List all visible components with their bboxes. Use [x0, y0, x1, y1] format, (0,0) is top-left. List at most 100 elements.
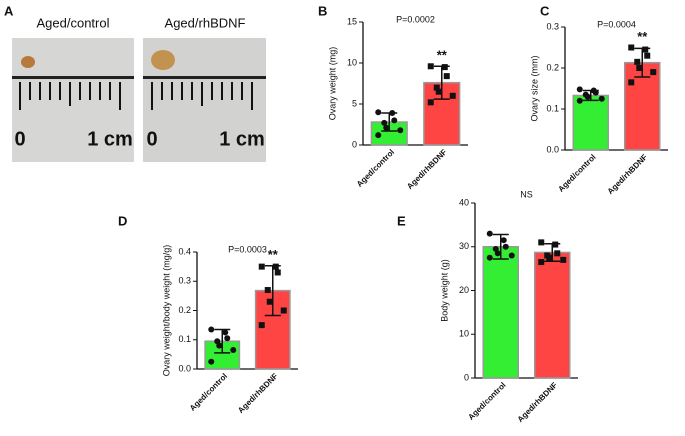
data-point	[486, 230, 493, 237]
y-tick-label: 0.0	[546, 144, 559, 154]
data-point	[266, 298, 273, 305]
y-tick-label: 20	[459, 285, 469, 295]
ruler-label: 1 cm	[219, 128, 265, 150]
data-point	[636, 65, 643, 71]
error-bar	[214, 328, 231, 354]
y-axis-label: Ovary size (mm)	[529, 56, 539, 122]
y-tick-label: 0.1	[546, 103, 559, 113]
data-point	[272, 263, 279, 270]
data-point	[644, 52, 651, 59]
data-point	[584, 93, 591, 100]
data-point	[552, 241, 559, 248]
annotation: P=0.0003	[228, 244, 267, 254]
x-tick-label: Aged/control	[556, 153, 597, 194]
ruler-ticks	[19, 82, 121, 110]
bar	[533, 251, 571, 379]
data-point	[538, 259, 545, 266]
data-point	[208, 358, 215, 365]
data-point	[598, 95, 605, 102]
ruler-ticks	[151, 82, 253, 110]
x-tick-label: Aged/rhBDNF	[606, 152, 650, 196]
x-tick-label: Aged/control	[355, 148, 396, 189]
data-point	[592, 89, 599, 96]
data-point	[391, 117, 398, 124]
panel-label: E	[397, 213, 406, 228]
y-tick-label: 0.2	[178, 305, 191, 315]
data-point	[264, 287, 271, 294]
data-point	[642, 46, 649, 53]
bar	[482, 246, 520, 379]
x-tick-label: Aged/control	[188, 372, 229, 413]
x-tick-label: Aged/rhBDNF	[405, 147, 449, 191]
caption: Aged/rhBDNF	[165, 15, 246, 30]
panel-label: D	[118, 213, 127, 228]
x-tick-label: Aged/rhBDNF	[516, 380, 560, 424]
data-point	[443, 73, 450, 80]
data-point	[628, 44, 635, 51]
data-point	[546, 254, 553, 261]
data-point	[258, 263, 265, 270]
y-tick-label: 0	[352, 139, 357, 149]
panel-label: A	[4, 3, 14, 18]
data-point	[502, 243, 509, 250]
panel-label: B	[318, 3, 327, 18]
data-point	[427, 99, 434, 106]
data-point	[500, 237, 507, 244]
y-tick-label: 0.1	[178, 334, 191, 344]
y-tick-label: 0.2	[546, 62, 559, 72]
y-axis-label: Ovary weight/body weight (mg/g)	[161, 245, 171, 377]
data-point	[208, 326, 215, 333]
y-tick-label: 0	[464, 372, 469, 382]
data-point	[224, 335, 231, 342]
y-tick-label: 5	[352, 98, 357, 108]
y-tick-label: 30	[459, 241, 469, 251]
data-point	[222, 329, 229, 336]
data-point	[634, 58, 641, 65]
data-point	[628, 79, 635, 86]
data-point	[216, 342, 223, 349]
data-point	[280, 307, 287, 314]
data-point	[397, 127, 404, 134]
annotation: NS	[520, 189, 533, 199]
data-point	[441, 64, 448, 71]
data-point	[433, 84, 440, 91]
ruler-edge	[12, 76, 134, 79]
data-point	[381, 119, 388, 126]
error-bar	[492, 233, 509, 260]
y-tick-label: 10	[347, 57, 357, 67]
annotation: P=0.0004	[597, 19, 636, 29]
ovary	[151, 50, 175, 70]
data-point	[560, 256, 567, 263]
data-point	[274, 269, 281, 276]
y-tick-label: 0.4	[178, 246, 191, 256]
data-point	[576, 97, 583, 104]
ruler-edge	[143, 76, 266, 79]
ruler-label: 1 cm	[87, 128, 133, 150]
caption: Aged/control	[37, 15, 110, 30]
data-point	[389, 110, 396, 117]
y-axis-label: Body weight (g)	[439, 259, 449, 322]
data-point	[486, 254, 493, 261]
ruler-label: 0	[146, 128, 157, 150]
data-point	[427, 63, 434, 70]
y-tick-label: 0.3	[178, 276, 191, 286]
bar	[572, 94, 610, 151]
ovary	[21, 56, 35, 68]
y-tick-label: 0.3	[546, 21, 559, 31]
data-point	[449, 92, 456, 99]
data-point	[435, 88, 442, 95]
data-point	[650, 69, 657, 76]
y-tick-label: 15	[347, 16, 357, 26]
data-point	[576, 86, 583, 93]
y-axis-label: Ovary weight (mg)	[327, 47, 337, 121]
significance: **	[268, 247, 279, 262]
data-point	[375, 109, 382, 116]
data-point	[554, 250, 561, 257]
data-point	[508, 252, 515, 259]
significance: **	[637, 29, 648, 44]
x-tick-label: Aged/control	[466, 381, 507, 422]
photo: 0 1 cm Aged/control	[12, 15, 134, 162]
y-tick-label: 10	[459, 329, 469, 339]
data-point	[258, 322, 265, 329]
